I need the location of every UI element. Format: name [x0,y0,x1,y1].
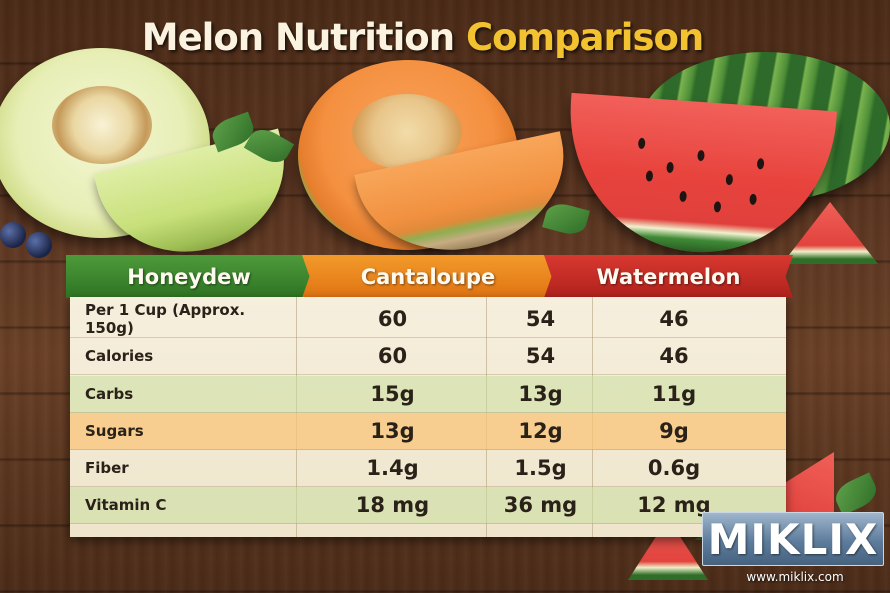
miklix-logo: MIKLIX [702,512,884,566]
watermelon-value: 46 [659,344,689,368]
honeydew-value: 15g [370,382,415,406]
title-part-1: Melon Nutrition [141,16,455,59]
mint-leaf-icon [831,472,881,516]
column-header-honeydew: Honeydew [66,255,312,298]
column-header-cantaloupe: Cantaloupe [302,255,554,298]
honeydew-seeds-illustration [52,86,152,164]
honeydew-value: 60 [377,344,408,368]
cantaloupe-value: 36 mg [503,493,578,517]
page-title: Melon Nutrition Comparison [0,16,845,59]
row-label: Calories [85,347,154,365]
watermelon-value: 12 mg [637,493,711,517]
mint-leaf-icon [542,200,590,238]
cantaloupe-value: 13g [518,382,563,406]
table-row: Vitamin C 18 mg 36 mg 12 mg [70,487,786,524]
honeydew-value: 18 mg [355,493,430,517]
honeydew-value: 60 [377,307,408,331]
title-part-2: Comparison [465,16,704,59]
table-row: Fiber 1.4g 1.5g 0.6g [70,450,786,487]
table-body: Per 1 Cup (Approx. 150g) 60 54 46 Calori… [70,297,786,537]
row-label: Per 1 Cup (Approx. 150g) [85,301,246,337]
row-label: Sugars [85,422,144,440]
watermelon-value: 0.6g [647,456,701,480]
table-row: Per 1 Cup (Approx. 150g) 60 54 46 [70,301,786,338]
watermelon-slice-illustration [561,92,837,262]
miklix-url: www.miklix.com [746,570,844,584]
watermelon-value: 46 [659,307,689,331]
honeydew-value: 1.4g [366,456,419,480]
cantaloupe-value: 54 [525,344,556,368]
cantaloupe-value: 12g [518,419,563,443]
watermelon-value: 11g [651,382,697,406]
table-row: Calories 60 54 46 [70,338,786,375]
honeydew-value: 13g [370,419,415,443]
blueberry-icon [26,232,52,258]
cantaloupe-value: 54 [525,307,556,331]
cantaloupe-value: 1.5g [514,456,567,480]
row-label: Carbs [85,385,134,403]
watermelon-wedge-illustration [782,202,878,264]
nutrition-table: Honeydew Cantaloupe Watermelon Per 1 Cup… [66,255,793,540]
column-header-watermelon: Watermelon [544,255,793,298]
table-row: Sugars 13g 12g 9g [70,413,786,450]
row-label: Vitamin C [85,496,167,514]
watermelon-value: 9g [659,419,689,443]
row-label: Fiber [85,459,129,477]
table-row: Carbs 15g 13g 11g [70,376,786,413]
blueberry-icon [0,222,26,248]
